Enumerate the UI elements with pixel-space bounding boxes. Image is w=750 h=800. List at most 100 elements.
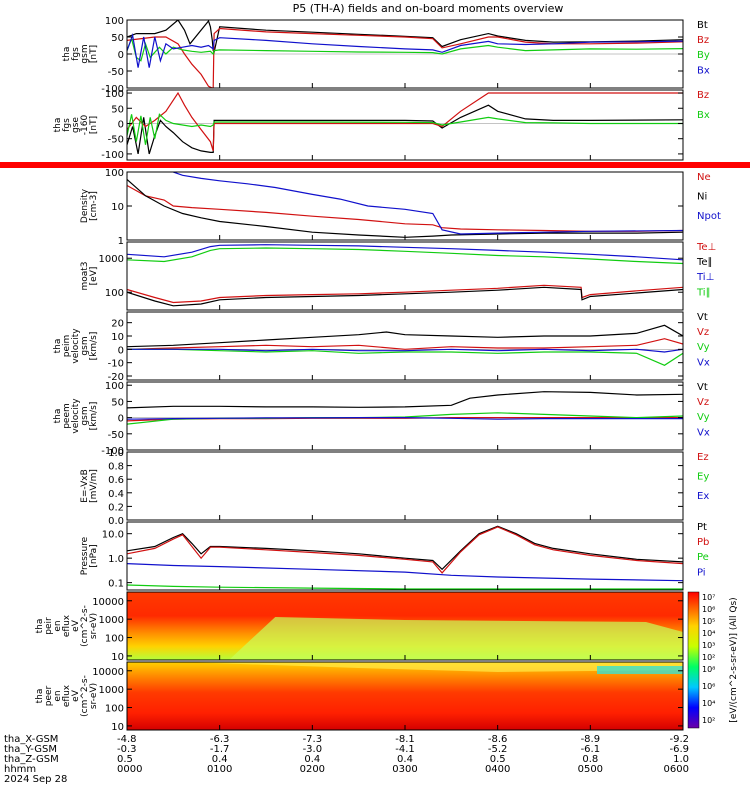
y-tick-label: 1000 (99, 615, 124, 626)
y-axis-label: peem (62, 403, 72, 429)
colorbar-tick-label: 10² (702, 653, 715, 662)
y-tick-label: 10.0 (102, 530, 124, 541)
series-line-vx (127, 348, 683, 353)
legend-entry: Te∥ (696, 257, 713, 268)
legend-entry: Te⊥ (696, 242, 716, 253)
y-tick-label: 0.1 (108, 579, 124, 590)
time-axis-value: -5.2 (488, 744, 508, 755)
series-line-bz (127, 91, 683, 152)
time-axis-value: -8.6 (488, 734, 508, 745)
panel-3: 100 10 1 Density [cm-3] Ne Ni Npot (80, 168, 721, 247)
quality-flag-bar (0, 162, 750, 168)
spectrogram-image (127, 662, 683, 730)
y-tick-label: 0.4 (108, 489, 124, 500)
series-line-bt (127, 104, 683, 155)
y-axis-label: gsm (80, 336, 90, 355)
y-axis-label: fgs (62, 118, 72, 132)
y-axis-label: [km/s] (89, 402, 99, 431)
time-axis-value: 0600 (664, 764, 689, 775)
y-axis-label: Pressure (80, 536, 90, 575)
series-line-ti⊥ (127, 244, 683, 261)
y-tick-label: -50 (108, 135, 124, 146)
y-axis-label: [nT] (89, 116, 99, 134)
y-axis-label: [eV] (89, 267, 99, 286)
y-axis-label: [nPa] (89, 544, 99, 567)
time-axis-value: -3.0 (303, 744, 323, 755)
time-axis-value: 0000 (117, 764, 142, 775)
panel-6: 100 50 0 -50 -100 tha peem velocity gsm [km/s] Vt V… (53, 381, 710, 457)
colorbar-tick-label: 10⁶ (702, 605, 715, 614)
time-axis-value: -4.8 (117, 734, 137, 745)
time-axis-value: 1.0 (673, 754, 689, 765)
y-tick-label: 50 (111, 397, 124, 408)
y-axis-label: tha (53, 409, 63, 424)
legend-entry: Ez (697, 452, 709, 463)
legend-entry: Bz (697, 35, 709, 46)
y-tick-label: -100 (101, 446, 124, 457)
legend-entry: Ti⊥ (696, 272, 714, 283)
colorbar-tick-label: 10⁴ (702, 629, 715, 638)
y-tick-label: -50 (108, 430, 124, 441)
y-axis-label: peim (62, 335, 72, 358)
colorbar-tick-label: 10⁵ (702, 617, 715, 626)
series-line-pb (127, 526, 683, 574)
legend-entry: Ex (697, 491, 709, 502)
colorbar-tick-label: 10³ (702, 641, 715, 650)
y-axis-label: moat3 (80, 261, 90, 290)
time-axis-value: 0.4 (304, 754, 320, 765)
y-tick-label: 0 (118, 414, 124, 425)
y-axis-label: en (53, 690, 63, 701)
legend-entry: Pe (697, 552, 709, 563)
y-tick-label: 50 (111, 33, 124, 44)
y-axis-label: velocity (71, 398, 81, 434)
legend-entry: Ni (697, 191, 707, 202)
series-line-vx (127, 417, 683, 420)
y-axis-label: (cm^2-s- (80, 605, 90, 647)
y-tick-label: 1000 (99, 685, 124, 696)
panel-frame (126, 451, 684, 521)
panel-9: 10000 1000 100 10 tha peir en eflux eV (cm^2-s-sr… (35, 591, 684, 663)
series-line-te⊥ (127, 284, 683, 304)
series-line-bz (127, 27, 683, 88)
series-line-vt (127, 391, 683, 409)
time-axis-value: -1.7 (210, 744, 230, 755)
series-line-pi (127, 563, 683, 582)
series-line-ti∥ (127, 247, 683, 265)
series-line-bt (127, 20, 683, 55)
y-axis-label: [km/s] (89, 332, 99, 361)
y-tick-label: 20 (111, 319, 124, 330)
y-tick-label: -20 (108, 372, 124, 383)
series-line-pt (127, 525, 683, 571)
y-axis-label: fgs (71, 47, 81, 61)
y-axis-label: eflux (62, 614, 72, 637)
time-axis-row-label: tha_Z-GSM (4, 754, 59, 765)
colorbar-tick-label: 10² (702, 716, 715, 725)
time-axis-value: -4.1 (395, 744, 415, 755)
figure-title: P5 (TH-A) fields and on-board moments ov… (293, 2, 564, 15)
panel-2: 100 50 0 -50 -100 tha fgs gse -160 [nT] Bz Bx (53, 89, 710, 161)
time-axis-value: 0.4 (397, 754, 413, 765)
y-axis-label: (cm^2-s- (80, 675, 90, 717)
y-axis-label: tha (53, 339, 63, 354)
legend-entry: Bx (697, 65, 710, 76)
series-line-vz (127, 338, 683, 350)
time-axis-value: -9.2 (669, 734, 689, 745)
y-axis-label: gsm (80, 44, 90, 63)
time-axis-value: 0100 (207, 764, 232, 775)
legend-entry: Vy (697, 412, 710, 423)
colorbar-strip (687, 591, 700, 729)
time-axis-value: -6.9 (669, 744, 689, 755)
y-axis-label: tha (62, 47, 72, 62)
y-tick-label: 0 (118, 50, 124, 61)
legend-entry: Vz (697, 397, 709, 408)
time-axis-value: 0.8 (582, 754, 598, 765)
spectrogram-high-energy-band (597, 666, 683, 674)
y-axis-label: Density (80, 188, 90, 223)
panel-5: 20 10 0 -10 -20 tha peim velocity gsm [km/s] Vt Vz V… (53, 311, 710, 383)
time-axis-value: 0400 (485, 764, 510, 775)
series-line-by (127, 36, 683, 62)
colorbar-tick-label: 10⁷ (702, 593, 715, 602)
panel-frame (126, 171, 684, 241)
